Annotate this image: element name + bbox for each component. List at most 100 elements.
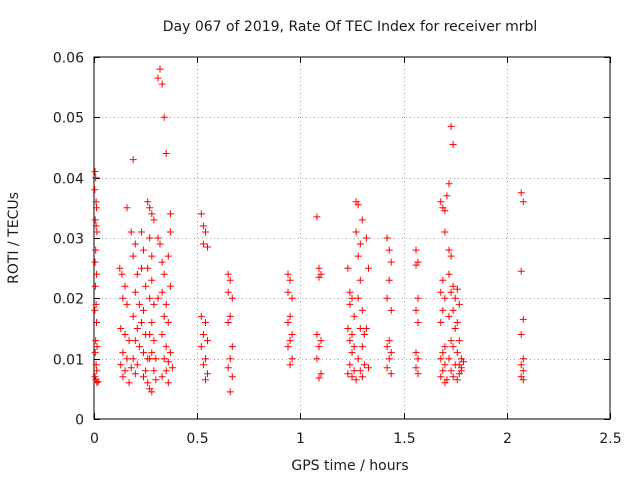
- data-point: [383, 234, 391, 242]
- data-point: [93, 319, 100, 326]
- data-point: [439, 276, 447, 284]
- data-point: [148, 388, 156, 396]
- data-point: [228, 294, 236, 302]
- data-point: [286, 312, 294, 320]
- data-point: [447, 288, 455, 296]
- data-point: [123, 204, 131, 212]
- data-point: [93, 367, 101, 375]
- data-point: [228, 343, 236, 351]
- data-point: [138, 228, 145, 236]
- data-point: [117, 361, 125, 369]
- data-point: [197, 343, 205, 351]
- data-point: [92, 222, 100, 230]
- data-point: [164, 252, 172, 260]
- data-point: [383, 364, 391, 372]
- data-point: [437, 355, 445, 363]
- data-point: [135, 300, 143, 308]
- data-point: [517, 361, 525, 369]
- data-point: [313, 355, 321, 363]
- data-point: [125, 379, 133, 387]
- y-tick-label: 0: [75, 413, 84, 429]
- data-point: [202, 355, 209, 363]
- data-point: [315, 343, 323, 351]
- data-point: [224, 270, 232, 278]
- data-point: [93, 379, 101, 387]
- data-point: [224, 288, 232, 296]
- data-point: [449, 141, 457, 148]
- data-point: [315, 273, 323, 281]
- data-point: [117, 325, 125, 332]
- data-point: [352, 228, 360, 236]
- data-point: [91, 349, 99, 357]
- data-point: [133, 325, 141, 332]
- data-point: [142, 367, 150, 375]
- data-point: [356, 276, 364, 284]
- data-point: [133, 361, 141, 369]
- data-point: [313, 331, 321, 338]
- data-point: [162, 367, 170, 375]
- data-point: [350, 312, 358, 320]
- data-point: [437, 198, 445, 206]
- x-tick-label: 0.5: [186, 431, 208, 447]
- data-point: [123, 355, 131, 363]
- data-point: [93, 228, 101, 236]
- data-point: [150, 337, 158, 345]
- data-point: [356, 325, 364, 332]
- data-point: [447, 122, 455, 130]
- data-point: [92, 300, 100, 308]
- data-point: [152, 376, 160, 384]
- data-point: [284, 288, 292, 296]
- data-point: [385, 246, 393, 254]
- data-point: [92, 361, 100, 369]
- data-point: [288, 331, 296, 338]
- data-point: [315, 374, 323, 382]
- data-point: [168, 364, 176, 372]
- data-point: [385, 337, 393, 345]
- data-point: [344, 264, 352, 272]
- data-point: [226, 388, 234, 396]
- data-point: [286, 337, 294, 345]
- data-point: [358, 343, 366, 351]
- data-point: [92, 174, 100, 182]
- data-point: [445, 246, 453, 254]
- data-point: [133, 270, 141, 278]
- data-point: [91, 168, 99, 176]
- data-point: [146, 204, 154, 212]
- grid-lines: [94, 57, 610, 419]
- data-point: [204, 337, 211, 345]
- data-point: [140, 246, 147, 254]
- data-point: [92, 337, 100, 345]
- data-point: [354, 252, 362, 260]
- data-point: [352, 376, 360, 384]
- y-tick-label: 0.01: [53, 353, 84, 369]
- data-point: [519, 315, 527, 323]
- data-point: [199, 361, 207, 369]
- data-point: [414, 355, 422, 363]
- data-point: [348, 294, 356, 302]
- data-point: [443, 376, 451, 384]
- data-point: [437, 288, 445, 296]
- data-point: [317, 370, 325, 378]
- data-point: [517, 267, 525, 275]
- data-point: [140, 306, 147, 314]
- data-point: [348, 373, 356, 381]
- data-point: [288, 355, 296, 363]
- data-point: [412, 261, 420, 269]
- data-point: [385, 355, 393, 363]
- data-point: [383, 343, 391, 351]
- data-point: [437, 319, 445, 326]
- data-point: [451, 325, 459, 332]
- data-point: [204, 370, 211, 378]
- data-point: [92, 198, 100, 206]
- data-point: [358, 306, 366, 314]
- data-point: [150, 216, 158, 224]
- data-point: [441, 207, 449, 215]
- data-point: [358, 373, 366, 381]
- data-point: [453, 285, 461, 293]
- data-point: [148, 210, 156, 218]
- data-point: [224, 364, 232, 372]
- data-point: [441, 361, 449, 369]
- data-point: [197, 210, 205, 218]
- data-point: [449, 373, 457, 381]
- data-point: [460, 358, 467, 366]
